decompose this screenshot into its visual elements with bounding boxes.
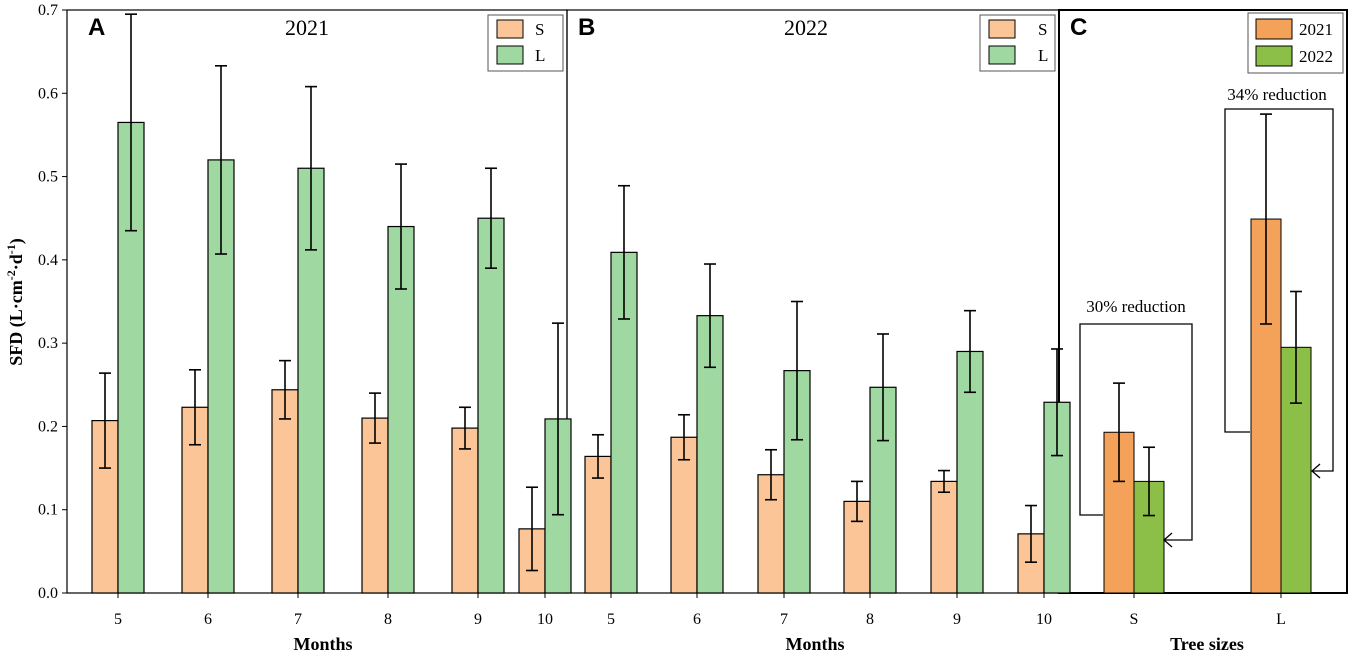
x-tick-label: 5 (114, 611, 122, 628)
x-tick-label: 5 (607, 611, 615, 628)
bar-a-s-8 (361, 417, 389, 594)
y-tick-label: 0.2 (38, 418, 58, 435)
y-tick-label: 0.0 (38, 585, 58, 602)
bar-b-s-5 (584, 455, 612, 594)
reduction-bracket-s: 30% reduction (1079, 297, 1193, 548)
x-tick-label: 6 (204, 611, 212, 628)
y-axis-title: SFD (L·cm-2·d-1) (4, 238, 27, 366)
x-tick-label: 7 (294, 611, 302, 628)
panel-b-x-axis-title: Months (785, 634, 844, 654)
annotation-30-reduction: 30% reduction (1086, 297, 1186, 316)
x-tick-label: 10 (537, 611, 553, 628)
panel-letter-c: C (1070, 14, 1087, 41)
y-tick-label: 0.1 (38, 502, 58, 519)
bar-a-s-9 (451, 427, 479, 594)
y-tick-label: 0.4 (38, 252, 58, 269)
panel-a-marks: 5 6 7 8 9 10 (91, 13, 572, 628)
panel-letter-a: A (88, 14, 105, 41)
x-tick-label: L (1276, 611, 1286, 628)
arrow-head-s (1163, 532, 1173, 548)
legend-label-s: S (535, 20, 544, 39)
bracket-line-l (1224, 108, 1334, 472)
x-tick-label: 9 (953, 611, 961, 628)
bar-a-l-9 (477, 217, 505, 594)
x-tick-label: 8 (866, 611, 874, 628)
x-tick-label: 7 (780, 611, 788, 628)
annotation-34-reduction: 34% reduction (1227, 85, 1327, 104)
panel-b-legend: S L (979, 14, 1056, 72)
legend-swatch-s (496, 19, 524, 39)
x-tick-label: 8 (384, 611, 392, 628)
panel-a-title: 2021 (285, 15, 329, 40)
legend-label-l: L (1038, 46, 1048, 65)
panel-c-x-axis-title: Tree sizes (1170, 634, 1244, 654)
legend-swatch-l (988, 45, 1016, 65)
legend-swatch-2021 (1255, 18, 1293, 40)
panel-letter-b: B (578, 14, 595, 41)
x-tick-label: S (1130, 611, 1139, 628)
x-tick-label: 10 (1036, 611, 1052, 628)
x-tick-label: 9 (474, 611, 482, 628)
panel-b-frame (566, 9, 1060, 594)
y-axis-ticks: 0.0 0.1 0.2 0.3 0.4 0.5 0.6 0.7 (38, 2, 67, 602)
bar-b-s-9 (930, 480, 958, 594)
bracket-line-s (1079, 323, 1193, 541)
panel-c-legend: 2021 2022 (1247, 12, 1344, 74)
bar-b-s-6 (670, 436, 698, 594)
legend-label-s: S (1038, 20, 1047, 39)
legend-swatch-2022 (1255, 45, 1293, 67)
y-tick-label: 0.5 (38, 169, 58, 186)
panel-b-marks: 5 6 7 8 9 10 (584, 184, 1071, 628)
bar-a-s-7 (271, 389, 299, 594)
legend-swatch-s (988, 19, 1016, 39)
panel-c-frame (1058, 9, 1348, 594)
y-tick-label: 0.6 (38, 85, 58, 102)
legend-swatch-l (496, 45, 524, 65)
x-tick-label: 6 (693, 611, 701, 628)
y-tick-label: 0.3 (38, 335, 58, 352)
legend-label-2022: 2022 (1299, 47, 1333, 66)
legend-label-l: L (535, 46, 545, 65)
panel-a-x-axis-title: Months (293, 634, 352, 654)
y-tick-label: 0.7 (38, 2, 58, 19)
panel-a-legend: S L (487, 14, 564, 72)
reduction-bracket-l: 34% reduction (1224, 85, 1334, 479)
legend-label-2021: 2021 (1299, 20, 1333, 39)
panel-b-title: 2022 (784, 15, 828, 40)
arrow-head-l (1311, 463, 1321, 479)
